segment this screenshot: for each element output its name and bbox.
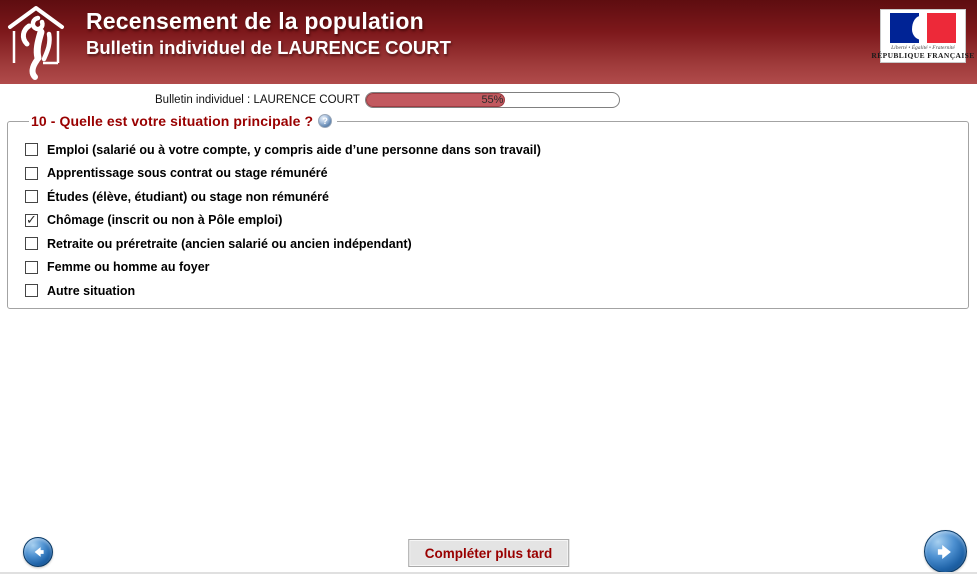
next-button[interactable] — [924, 530, 967, 573]
checkbox[interactable] — [25, 166, 38, 180]
window-bottom-edge — [0, 572, 977, 574]
republique-francaise-logo: Liberté • Égalité • Fraternité RÉPUBLIQU… — [871, 9, 974, 63]
option-label: Apprentissage sous contrat ou stage rému… — [47, 166, 328, 181]
marianne-profile — [912, 13, 927, 43]
option-row[interactable]: Chômage (inscrit ou non à Pôle emploi) — [25, 209, 958, 233]
checkbox[interactable] — [25, 212, 38, 228]
flag-red-block — [927, 13, 956, 43]
option-label: Femme ou homme au foyer — [47, 260, 210, 275]
header-titles: Recensement de la population Bulletin in… — [86, 8, 451, 59]
progress-percent: 55% — [481, 93, 504, 106]
progress-bar: 55% — [364, 91, 620, 108]
option-row[interactable]: Autre situation — [25, 279, 958, 303]
checkbox[interactable] — [25, 237, 38, 251]
progress-fill — [365, 92, 506, 107]
options-list: Emploi (salarié ou à votre compte, y com… — [25, 138, 958, 303]
french-flag-icon — [890, 13, 956, 43]
previous-button[interactable] — [23, 537, 53, 567]
option-row[interactable]: Emploi (salarié ou à votre compte, y com… — [25, 138, 958, 162]
question-fieldset: 10 - Quelle est votre situation principa… — [7, 113, 969, 309]
option-row[interactable]: Études (élève, étudiant) ou stage non ré… — [25, 185, 958, 209]
republic-motto: Liberté • Égalité • Fraternité — [891, 45, 955, 51]
progress-row: Bulletin individuel : LAURENCE COURT 55% — [155, 91, 977, 108]
progress-label: Bulletin individuel : LAURENCE COURT — [155, 93, 360, 106]
app-header: Recensement de la population Bulletin in… — [0, 0, 977, 84]
option-label: Emploi (salarié ou à votre compte, y com… — [47, 142, 541, 157]
checkbox[interactable] — [25, 143, 38, 157]
page-subtitle: Bulletin individuel de LAURENCE COURT — [86, 37, 451, 58]
option-label: Autre situation — [47, 283, 136, 298]
question-legend: 10 - Quelle est votre situation principa… — [29, 113, 337, 129]
republic-name: RÉPUBLIQUE FRANÇAISE — [871, 51, 975, 60]
complete-later-button[interactable]: Compléter plus tard — [407, 539, 570, 567]
option-row[interactable]: Retraite ou préretraite (ancien salarié … — [25, 232, 958, 256]
option-row[interactable]: Apprentissage sous contrat ou stage rému… — [25, 162, 958, 186]
question-title: 10 - Quelle est votre situation principa… — [31, 113, 314, 129]
arrow-right-icon — [937, 544, 951, 559]
checkbox[interactable] — [25, 190, 38, 204]
arrow-left-icon — [34, 547, 44, 557]
option-label: Chômage (inscrit ou non à Pôle emploi) — [47, 213, 283, 228]
help-icon[interactable]: ? — [318, 114, 333, 128]
app-title: Recensement de la population — [86, 8, 424, 34]
census-house-logo — [7, 4, 65, 85]
option-label: Retraite ou préretraite (ancien salarié … — [47, 236, 412, 251]
option-row[interactable]: Femme ou homme au foyer — [25, 256, 958, 280]
option-label: Études (élève, étudiant) ou stage non ré… — [47, 189, 330, 204]
checkbox[interactable] — [25, 260, 38, 274]
checkbox[interactable] — [25, 284, 38, 298]
